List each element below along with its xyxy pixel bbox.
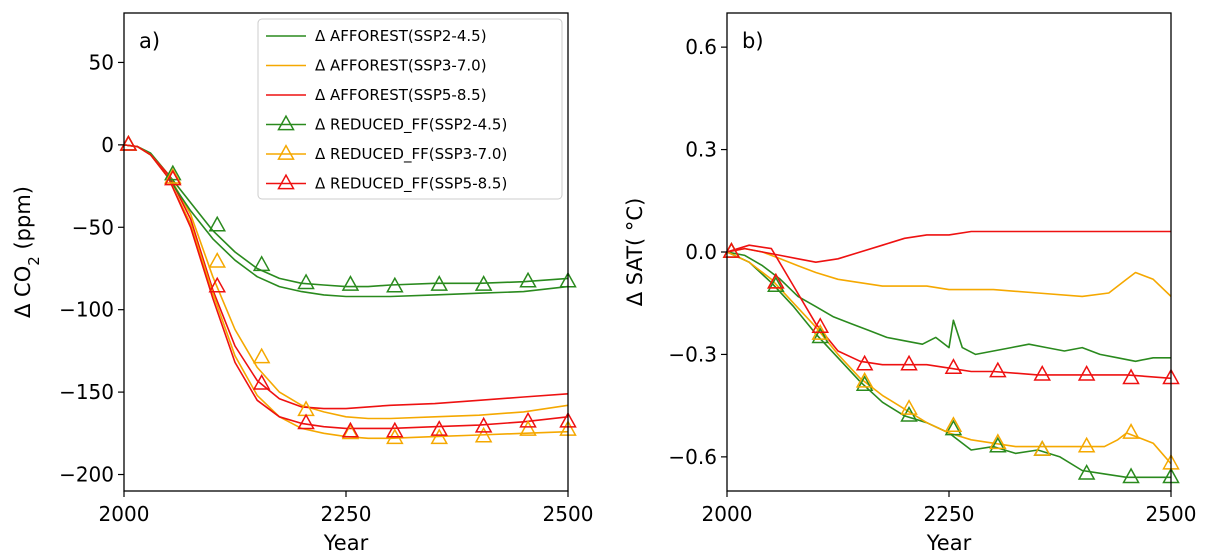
data-point-marker [811,327,830,344]
panel-label: a) [139,29,160,53]
plot-area [727,230,1171,479]
panel-label: b) [742,29,764,53]
data-point-marker [430,428,449,445]
data-point-marker [119,134,138,151]
data-point-marker [252,373,271,390]
data-point-marker [252,255,271,272]
legend-entry-label: Δ AFFOREST(SSP5-8.5) [315,86,487,104]
data-point-marker [474,275,493,291]
data-point-marker [474,426,493,443]
data-point-marker [944,358,963,374]
data-point-marker [900,354,918,371]
data-point-marker [119,134,138,151]
data-point-marker [1122,467,1140,484]
axes-frame [726,12,1172,492]
data-point-marker [119,134,138,151]
data-point-marker [1033,364,1052,381]
series-line-SSP5-8.5-afforest [727,230,1171,264]
data-point-marker [297,413,315,430]
data-point-marker [164,167,182,184]
x-tick-label: 2000 [99,502,150,526]
data-point-marker [519,420,537,436]
data-point-marker [164,164,182,181]
data-point-marker [297,273,315,290]
legend-entry-label: Δ REDUCED_FF(SSP3-7.0) [315,145,507,164]
legend-box [257,18,563,200]
y-tick-label: 0.3 [685,138,717,162]
y-tick-label: 0.0 [685,240,717,264]
data-point-marker [767,276,785,293]
y-tick-label: −50 [72,215,114,239]
y-tick-label: 0.6 [685,35,717,59]
y-tick-label: −100 [59,298,114,322]
data-point-marker [208,276,227,293]
data-point-marker [944,419,963,436]
legend-entry-label: Δ AFFOREST(SSP2-4.5) [315,27,487,45]
x-axis-label: Year [323,531,369,555]
x-tick-label: 2250 [321,502,372,526]
series-line-SSP5-8.5-afforest [124,144,568,410]
data-point-marker [252,347,271,364]
series-line-SSP5-8.5-reduced-ff [727,244,1171,380]
data-point-marker [1077,464,1096,480]
x-tick-label: 2500 [1146,502,1197,526]
x-axis-label: Year [926,531,972,555]
panel-a: 2000 2250 2500 −200 −150 −100 −50 0 50 Year Δ CO2 … [11,12,594,555]
data-point-marker [474,416,493,433]
y-tick-label: 0 [101,133,114,157]
legend: Δ AFFOREST(SSP2-4.5) Δ AFFOREST(SSP3-7.0)… [257,18,563,200]
data-point-marker [164,169,182,186]
data-point-marker [900,399,918,415]
data-point-marker [855,354,874,371]
data-point-marker [208,215,227,232]
data-point-marker [208,251,227,268]
legend-entry-label: Δ REDUCED_FF(SSP5-8.5) [315,175,507,194]
legend-marker [277,173,295,190]
y-tick-label: 50 [89,50,114,74]
series-line-SSP3-7.0-afforest [727,247,1171,298]
legend-marker [277,144,295,160]
legend-marker [277,114,295,131]
data-point-marker [989,436,1007,453]
panel-b: 2000 2250 2500 −0.6 −0.3 0.0 0.3 0.6 Year Δ SAT( … [623,12,1197,555]
data-point-marker [341,421,360,438]
data-point-marker [519,271,537,288]
data-point-marker [855,371,874,388]
x-tick-label: 2250 [924,502,975,526]
data-point-marker [944,416,963,433]
data-point-marker [855,375,874,392]
series-line-SSP3-7.0-reduced-ff [727,251,1171,465]
data-point-marker [1077,364,1096,381]
y-axis-label: Δ SAT( °C) [623,198,647,307]
data-point-marker [1077,436,1096,453]
data-point-marker [341,275,360,291]
data-point-marker [989,361,1007,378]
data-point-marker [989,433,1007,450]
y-tick-label: −0.3 [668,342,717,366]
data-point-marker [1122,368,1140,385]
x-tick-label: 2000 [702,502,753,526]
data-point-marker [811,317,830,333]
y-tick-label: −150 [59,380,114,404]
data-point-marker [386,421,404,438]
series-line-SSP2-4.5-afforest [727,251,1171,363]
data-point-marker [386,276,404,293]
y-axis-label: Δ CO2 (ppm) [11,186,43,318]
legend-entry-label: Δ REDUCED_FF(SSP2-4.5) [315,116,507,135]
data-point-marker [519,411,537,428]
data-point-marker [341,423,360,440]
data-point-marker [430,420,449,436]
y-tick-label: −0.6 [668,445,717,469]
data-point-marker [1122,423,1140,439]
x-tick-label: 2500 [543,502,594,526]
data-point-marker [430,275,449,291]
data-point-marker [1033,440,1052,456]
data-point-marker [722,242,741,258]
y-tick-label: −200 [59,463,114,487]
legend-entry-label: Δ AFFOREST(SSP3-7.0) [315,57,487,75]
data-point-marker [767,272,785,289]
